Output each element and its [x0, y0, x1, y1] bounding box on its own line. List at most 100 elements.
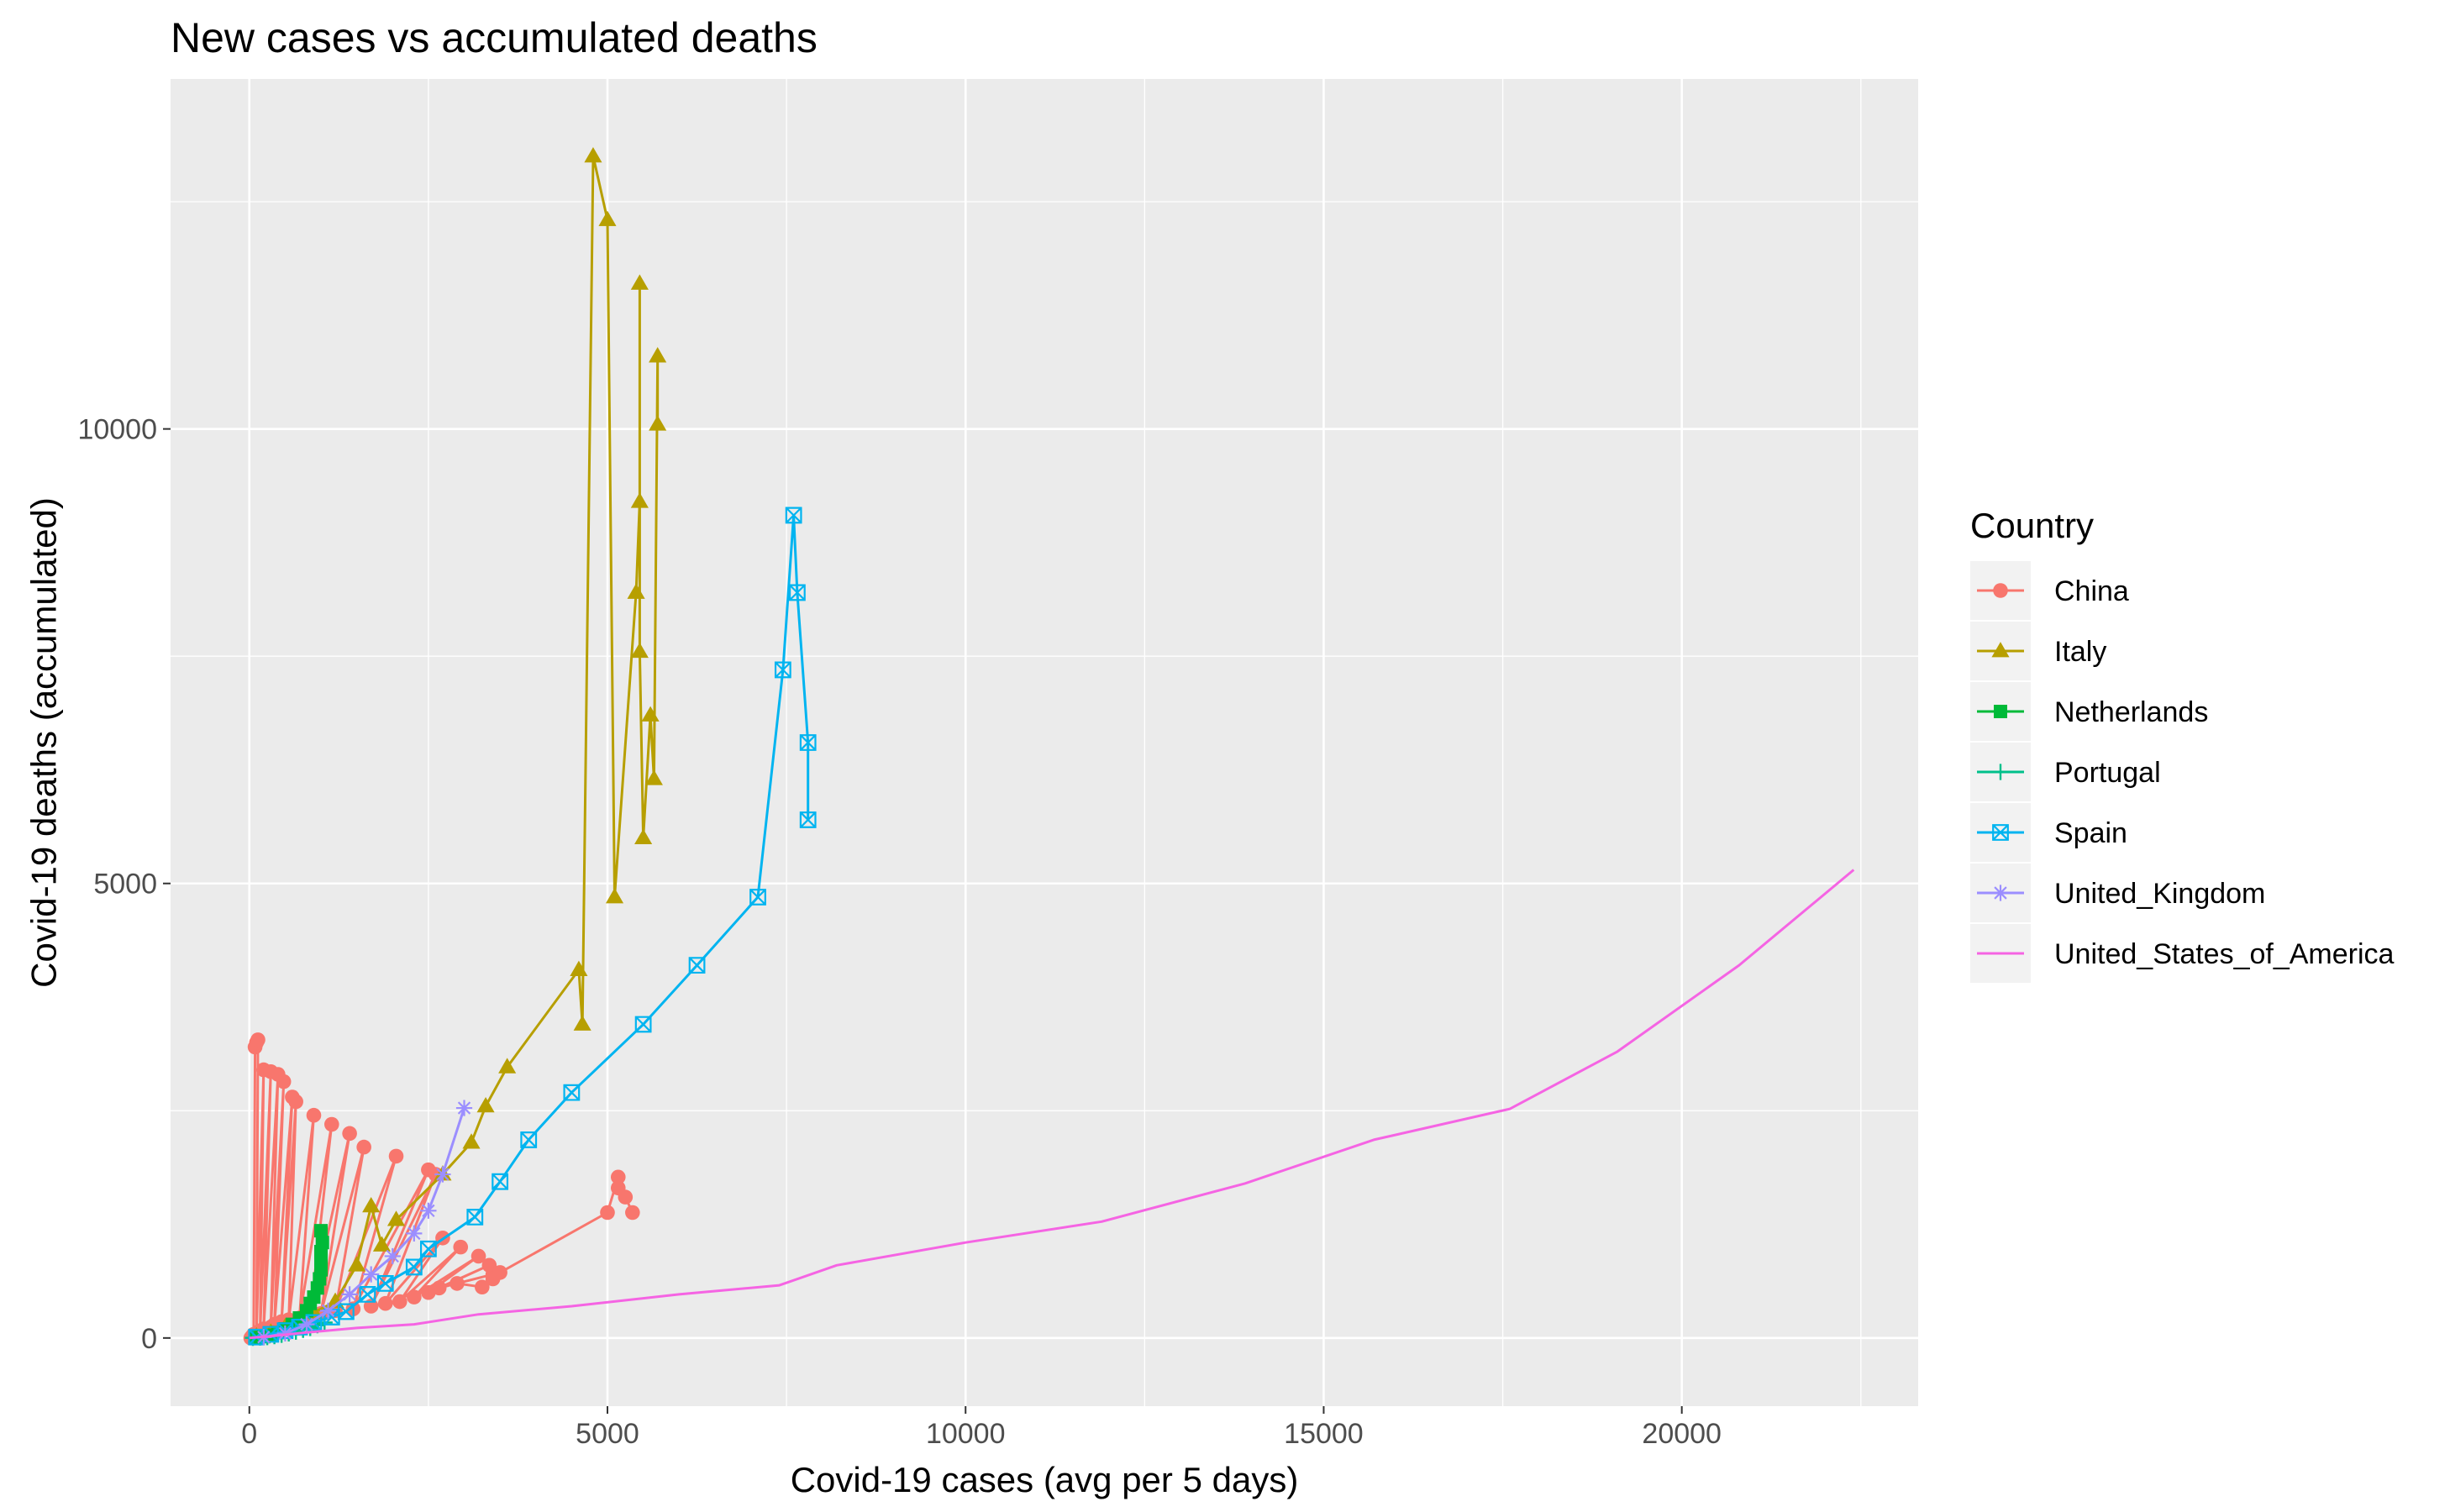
legend-item: United_Kingdom	[1970, 864, 2265, 922]
legend-label: Portugal	[2054, 757, 2161, 789]
data-point	[392, 1294, 407, 1310]
data-point	[630, 274, 649, 290]
data-point	[377, 1295, 393, 1311]
data-point	[641, 706, 660, 722]
data-point	[476, 1096, 495, 1113]
x-tick-label: 10000	[926, 1418, 1006, 1450]
data-point	[749, 889, 766, 906]
data-point	[419, 1240, 437, 1257]
data-point	[462, 1133, 481, 1149]
data-point	[649, 415, 667, 431]
data-point	[455, 1100, 473, 1116]
data-point	[498, 1058, 517, 1074]
data-point	[420, 1202, 437, 1219]
data-point	[324, 1116, 339, 1132]
data-point	[1992, 885, 2009, 901]
data-point	[319, 1302, 337, 1319]
data-point	[363, 1266, 380, 1283]
legend-item: Spain	[1970, 803, 2127, 862]
data-point	[386, 1210, 406, 1226]
data-point	[627, 583, 645, 599]
data-point	[475, 1279, 490, 1295]
data-point	[314, 1224, 329, 1238]
legend-item: Portugal	[1970, 743, 2161, 801]
series-layer	[243, 147, 1855, 1347]
data-point	[376, 1275, 394, 1292]
data-point	[799, 811, 817, 828]
data-point	[450, 1276, 465, 1291]
data-point	[649, 347, 667, 363]
data-point	[372, 1236, 392, 1252]
legend-title: Country	[1970, 506, 2094, 545]
data-point	[341, 1286, 358, 1303]
x-tick-label: 15000	[1284, 1418, 1364, 1450]
data-point	[1993, 583, 2008, 598]
data-point	[618, 1189, 634, 1205]
data-point	[298, 1316, 315, 1333]
legend: Country China Italy Netherlands Portugal Spa…	[1970, 506, 2395, 983]
plot-panel	[171, 79, 1918, 1406]
data-point	[356, 1139, 371, 1155]
data-point	[466, 1209, 484, 1226]
data-point	[407, 1289, 422, 1305]
data-point	[453, 1239, 469, 1255]
data-point	[388, 1148, 404, 1164]
data-point	[1992, 824, 2009, 841]
data-point	[431, 1280, 447, 1296]
legend-label: United_States_of_America	[2054, 938, 2395, 970]
x-axis-title: Covid-19 cases (avg per 5 days)	[791, 1460, 1299, 1499]
legend-label: China	[2054, 575, 2129, 607]
data-point	[434, 1166, 451, 1183]
data-point	[799, 734, 817, 751]
data-point	[630, 642, 649, 659]
y-axis-title: Covid-19 deaths (accumulated)	[24, 497, 64, 988]
data-point	[250, 1032, 266, 1047]
data-point	[774, 661, 791, 679]
legend-label: Italy	[2054, 636, 2106, 668]
y-tick-label: 0	[141, 1323, 157, 1355]
legend-item: Italy	[1970, 622, 2106, 680]
x-tick-label: 20000	[1642, 1418, 1722, 1450]
data-point	[348, 1256, 366, 1272]
data-point	[342, 1126, 357, 1142]
x-tick-label: 5000	[576, 1418, 639, 1450]
legend-item: China	[1970, 561, 2129, 620]
data-point	[337, 1303, 355, 1320]
data-point	[492, 1265, 507, 1280]
data-point	[362, 1197, 381, 1213]
chart-title: New cases vs accumulated deaths	[171, 14, 818, 61]
data-point	[688, 957, 706, 974]
series-united-states-of-america	[249, 869, 1855, 1340]
data-point	[625, 1205, 640, 1221]
data-point	[789, 584, 806, 601]
y-tick-label: 5000	[93, 869, 157, 900]
y-tick-label: 10000	[77, 414, 157, 446]
data-point	[306, 1107, 322, 1123]
legend-label: Spain	[2054, 817, 2127, 849]
data-point	[563, 1084, 581, 1101]
legend-label: United_Kingdom	[2054, 878, 2265, 910]
data-point	[520, 1131, 538, 1148]
legend-label: Netherlands	[2054, 696, 2208, 728]
data-point	[406, 1225, 423, 1242]
legend-item: Netherlands	[1970, 682, 2208, 741]
axes: 0 5000 10000 15000 20000 0 5000 10000	[77, 414, 1722, 1450]
data-point	[276, 1074, 292, 1089]
data-point	[1994, 705, 2007, 718]
data-point	[584, 147, 602, 163]
data-point	[405, 1258, 423, 1276]
data-point	[610, 1169, 626, 1185]
data-point	[570, 960, 588, 976]
series-line	[249, 869, 1855, 1340]
data-point	[605, 888, 624, 904]
data-point	[1991, 642, 2010, 658]
legend-items: China Italy Netherlands Portugal Spain United…	[1970, 561, 2395, 983]
data-point	[630, 492, 649, 508]
data-point	[288, 1094, 303, 1110]
data-point	[492, 1173, 509, 1190]
data-point	[471, 1248, 486, 1264]
data-point	[634, 1016, 652, 1033]
data-point	[785, 507, 802, 524]
data-point	[598, 210, 617, 227]
